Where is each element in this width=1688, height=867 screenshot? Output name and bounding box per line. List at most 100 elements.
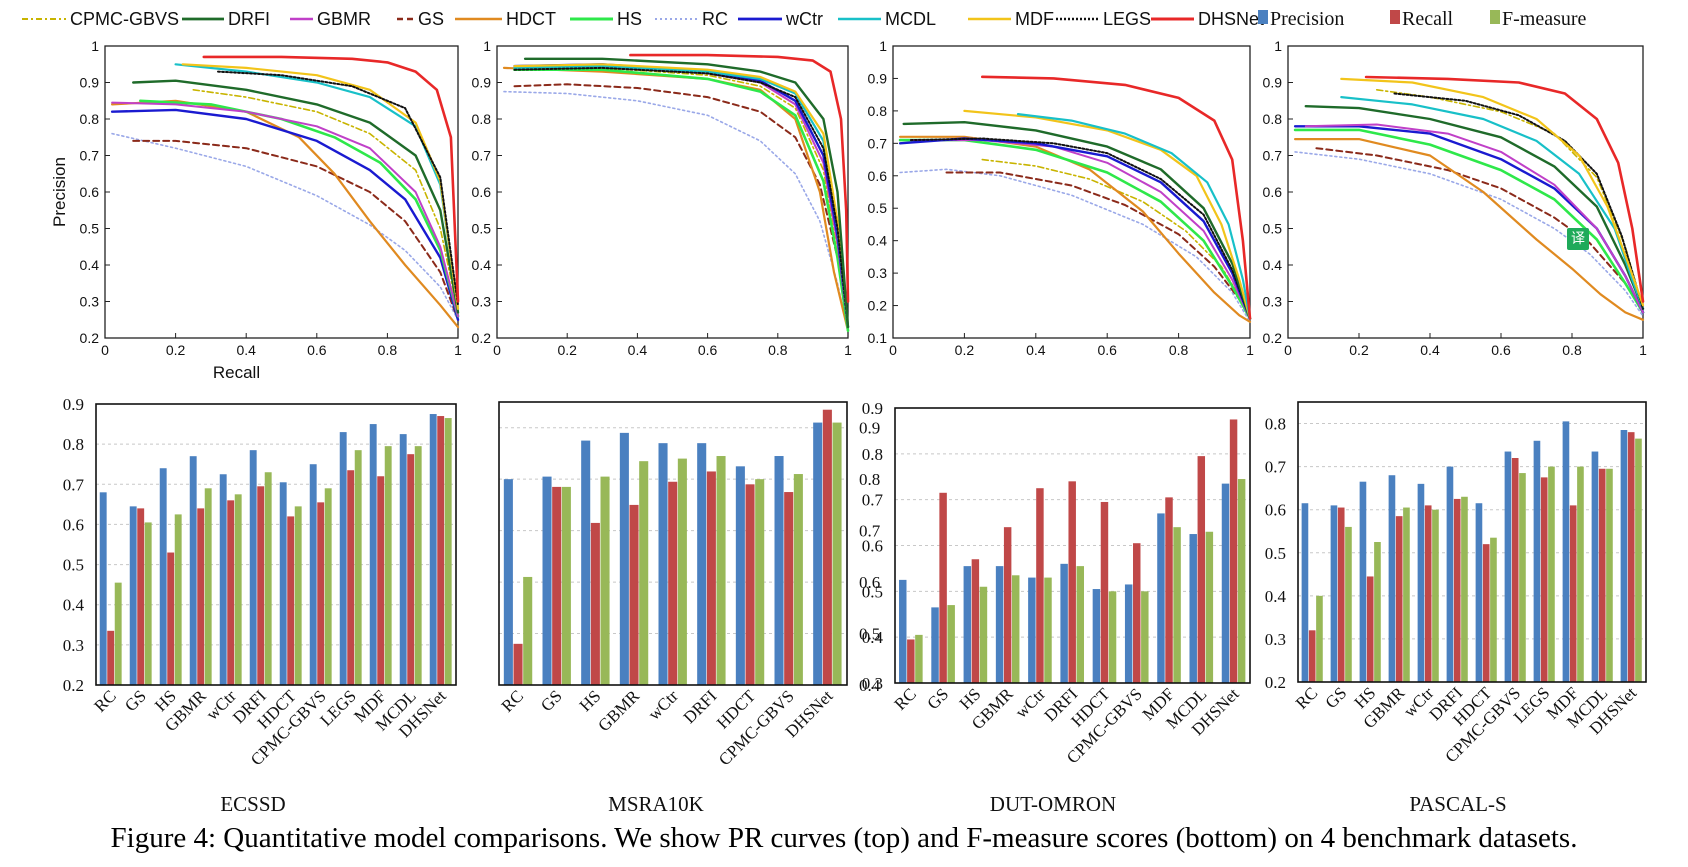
legend-entry-hdct: HDCT bbox=[455, 9, 556, 29]
pr-curve-mdf bbox=[181, 63, 460, 310]
pr-curve-drfi bbox=[523, 57, 850, 329]
bar-wctr-f-measure bbox=[1044, 577, 1052, 683]
y-tick-label: 0.6 bbox=[1263, 184, 1283, 200]
bar-legs-precision bbox=[339, 432, 347, 685]
bar-hdct-precision bbox=[1092, 589, 1101, 683]
figure-caption: Figure 4: Quantitative model comparisons… bbox=[110, 822, 1578, 854]
bar-mdf-recall bbox=[1165, 497, 1173, 683]
pr-panel-pascal-s: 0.20.30.40.50.60.70.80.910 0.2 0.4 0.6 0.8 1 bbox=[1263, 38, 1648, 358]
bar-rc-precision bbox=[503, 479, 513, 685]
bar-hs-precision bbox=[963, 566, 972, 683]
bar-hs-precision bbox=[1359, 481, 1367, 682]
y-tick-label: 0.3 bbox=[472, 294, 492, 310]
pr-panel-ecssd: 0.20.30.40.50.60.70.80.910 0.2 0.4 0.6 0.8 1R… bbox=[50, 38, 462, 382]
pr-curve-rc bbox=[899, 168, 1251, 323]
y-tick-label: 0.2 bbox=[472, 330, 492, 346]
y-tick-label: 0.3 bbox=[1263, 294, 1283, 310]
bar-dhsnet-precision bbox=[1620, 430, 1628, 682]
pr-curve-cpmc-gbvs bbox=[981, 158, 1251, 320]
legend-label-gbmr: GBMR bbox=[317, 9, 371, 29]
bar-mdf-f-measure bbox=[384, 446, 392, 685]
y-tick-label: 0.2 bbox=[63, 676, 84, 695]
x-tick-label: 0.2 bbox=[166, 342, 186, 358]
bar-mcdl-precision bbox=[399, 434, 407, 685]
y-tick-label: 0.3 bbox=[63, 636, 84, 655]
y-tick-label: 0.1 bbox=[868, 330, 888, 346]
legend-label-drfi: DRFI bbox=[228, 9, 270, 29]
x-tick-label: 0 bbox=[493, 342, 501, 358]
y-tick-label: 0.5 bbox=[1263, 221, 1283, 237]
legend-swatch-precision bbox=[1258, 10, 1268, 24]
pr-curve-mdf bbox=[1340, 77, 1645, 307]
legend-entry-rc: RC bbox=[655, 9, 728, 29]
bar-rc-precision bbox=[99, 492, 107, 685]
bar-legs-f-measure bbox=[1548, 466, 1555, 682]
y-tick-label: 0.4 bbox=[1265, 587, 1287, 606]
bar-gbmr-recall bbox=[197, 508, 205, 685]
x-tick-label: 0.6 bbox=[698, 342, 718, 358]
y-tick-label: 0.6 bbox=[1265, 501, 1286, 520]
x-tick-label: 0 bbox=[1284, 342, 1292, 358]
bar-wctr-f-measure bbox=[677, 458, 687, 685]
translate-badge-icon[interactable]: 译 bbox=[1567, 228, 1589, 250]
y-tick-label: 0.7 bbox=[472, 148, 492, 164]
pr-curve-hs bbox=[139, 99, 460, 318]
bar-panel-title: ECSSD bbox=[220, 792, 285, 816]
bar-drfi-recall bbox=[1453, 498, 1461, 682]
pr-curve-mdf bbox=[513, 63, 850, 329]
pr-curve-legs bbox=[909, 137, 1251, 320]
bar-wctr-f-measure bbox=[234, 494, 242, 685]
pr-curve-dhsnet bbox=[1364, 75, 1645, 303]
category-label-gbmr: GBMR bbox=[594, 686, 643, 735]
bar-gs-f-measure bbox=[144, 522, 152, 685]
bar-gs-precision bbox=[129, 506, 137, 685]
pr-curve-legs bbox=[1393, 92, 1644, 310]
y-tick-label: 0.2 bbox=[1265, 673, 1286, 692]
bar-hs-recall bbox=[971, 559, 980, 683]
x-axis-label: Recall bbox=[213, 363, 260, 382]
bar-hs-f-measure bbox=[174, 514, 182, 685]
y-tick-label: 0.3 bbox=[868, 265, 888, 281]
y-tick-label: 0.8 bbox=[868, 103, 888, 119]
bar-drfi-recall bbox=[257, 486, 265, 685]
x-tick-label: 0.2 bbox=[1349, 342, 1369, 358]
bar-drfi-precision bbox=[249, 450, 257, 685]
bar-mcdl-precision bbox=[1591, 451, 1599, 682]
pr-curve-hdct bbox=[111, 99, 460, 329]
y-tick-label: 0.9 bbox=[1263, 75, 1283, 91]
x-tick-label: 0 bbox=[889, 342, 897, 358]
x-tick-label: 0.4 bbox=[1026, 342, 1046, 358]
bar-mcdl-recall bbox=[407, 454, 415, 685]
bar-dhsnet-recall bbox=[1627, 432, 1635, 682]
y-tick-label: 0.9 bbox=[80, 75, 100, 91]
y-tick-label: 0.5 bbox=[80, 221, 100, 237]
bar-dhsnet-precision bbox=[813, 422, 823, 685]
y-tick-label: 0.3 bbox=[862, 674, 883, 693]
bar-hs-recall bbox=[590, 522, 600, 685]
bar-gbmr-f-measure bbox=[1011, 575, 1020, 683]
pr-panel-msra10k: 0.20.30.40.50.60.70.80.910 0.2 0.4 0.6 0.8 1 bbox=[472, 38, 853, 358]
bar-gbmr-f-measure bbox=[639, 461, 649, 685]
bar-drfi-f-measure bbox=[1076, 566, 1085, 683]
bar-mdf-f-measure bbox=[1577, 466, 1584, 682]
y-tick-label: 1 bbox=[483, 38, 491, 54]
bar-legs-recall bbox=[347, 470, 355, 685]
bar-mdf-f-measure bbox=[1173, 527, 1181, 683]
pr-curve-gbmr bbox=[1304, 123, 1644, 314]
y-tick-label: 0.2 bbox=[868, 298, 888, 314]
bar-cpmc-gbvs-f-measure bbox=[793, 474, 803, 685]
pr-curve-gbmr bbox=[909, 139, 1251, 320]
bar-wctr-recall bbox=[227, 500, 235, 685]
y-tick-label: 0.7 bbox=[1263, 148, 1283, 164]
y-tick-label: 0.3 bbox=[80, 294, 100, 310]
pr-curve-cpmc-gbvs bbox=[192, 89, 459, 314]
bar-hs-f-measure bbox=[979, 586, 988, 683]
pr-axes-frame bbox=[104, 45, 459, 339]
bar-dhsnet-recall bbox=[1229, 419, 1238, 683]
bar-mcdl-f-measure bbox=[1205, 531, 1214, 683]
legend-entry-cpmc-gbvs: CPMC-GBVS bbox=[22, 9, 179, 29]
pr-curve-wctr bbox=[898, 137, 1252, 320]
bar-rc-recall bbox=[1308, 630, 1316, 682]
bar-panel-ecssd: 0.20.30.40.50.60.70.80.9RC GS HSGBMRwCtrDR… bbox=[63, 395, 457, 816]
